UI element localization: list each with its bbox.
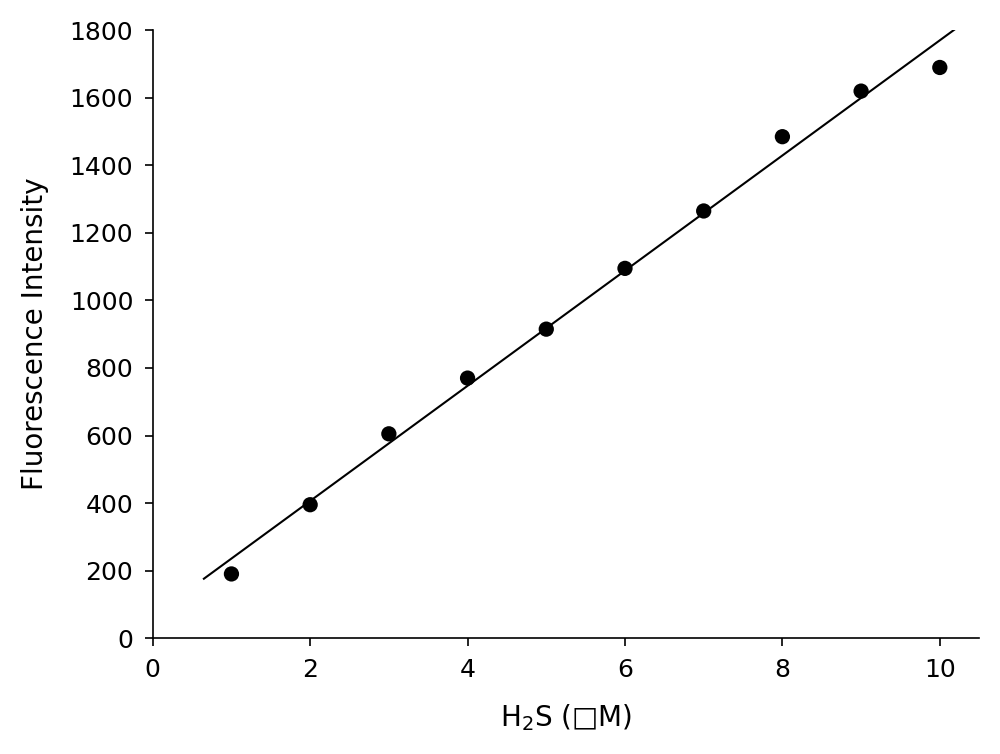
- Point: [932, 61, 948, 73]
- Point: [696, 205, 712, 217]
- Point: [853, 85, 869, 97]
- Point: [460, 372, 476, 384]
- Y-axis label: Fluorescence Intensity: Fluorescence Intensity: [21, 178, 49, 490]
- X-axis label: H$_2$S (□M): H$_2$S (□M): [500, 703, 632, 733]
- Point: [381, 428, 397, 440]
- Point: [617, 262, 633, 274]
- Point: [538, 323, 554, 336]
- Point: [302, 498, 318, 510]
- Point: [774, 130, 790, 143]
- Point: [223, 568, 239, 580]
